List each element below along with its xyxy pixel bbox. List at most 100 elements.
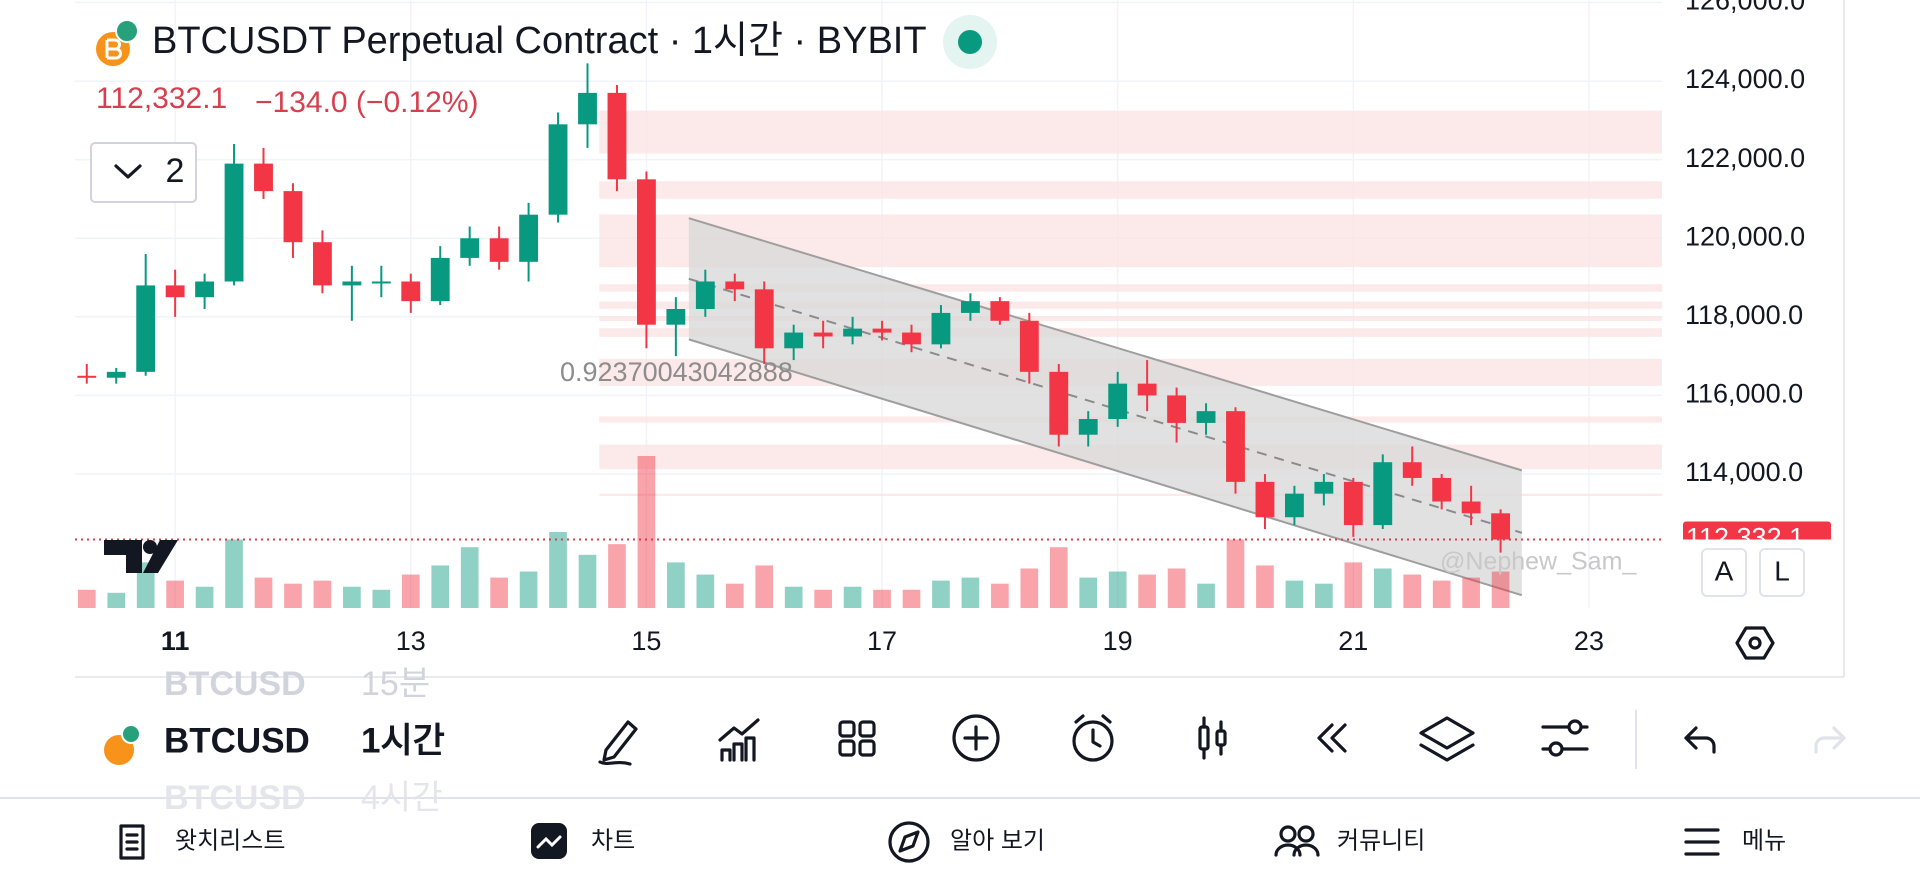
volume-bar	[195, 586, 214, 608]
nav-item[interactable]: 왓치리스트	[175, 827, 285, 854]
volume-bar	[284, 583, 302, 608]
interval-current[interactable]: 1시간	[361, 721, 445, 760]
volume-bar	[1344, 562, 1363, 608]
layout-tool[interactable]	[838, 720, 876, 757]
indicator-toggle[interactable]	[90, 142, 197, 203]
nav-item[interactable]: 알아 보기	[950, 827, 1045, 854]
liquidity-zone	[599, 110, 1662, 154]
candle-body	[106, 371, 126, 378]
candle-body	[1402, 462, 1422, 478]
liquidity-zone	[599, 328, 1662, 337]
candle-body	[342, 281, 362, 286]
channel-line	[688, 338, 1523, 597]
redo-button[interactable]	[1814, 726, 1846, 754]
volume-bar	[578, 554, 597, 608]
candle-body	[1078, 419, 1098, 435]
candle-body	[1314, 481, 1334, 494]
volume-bar	[431, 565, 450, 608]
volume-bar	[1432, 580, 1451, 608]
volume-bar	[107, 592, 126, 608]
replay-tool[interactable]	[1317, 723, 1347, 753]
draw-tool[interactable]	[598, 720, 638, 766]
symbol-prev[interactable]: BTCUSD	[164, 665, 306, 703]
log-scale-button[interactable]	[1759, 548, 1805, 597]
nav-item[interactable]: 메뉴	[1742, 827, 1786, 854]
candle-body	[1284, 493, 1304, 518]
auto-scale-button[interactable]	[1701, 548, 1747, 597]
candle-body	[136, 285, 156, 372]
settings-button[interactable]	[1735, 626, 1775, 660]
candle-body	[960, 301, 980, 313]
volume-bar	[725, 583, 744, 608]
y-tick-label: 124,000.0	[1685, 64, 1805, 94]
y-tick-label: 122,000.0	[1685, 143, 1805, 173]
price-tag-label: 112,332.1	[1686, 523, 1804, 553]
liquidity-zone	[599, 181, 1662, 199]
nav-item[interactable]: 차트	[591, 827, 635, 854]
settings-tool[interactable]	[1541, 719, 1589, 757]
interval-prev[interactable]: 15분	[361, 665, 430, 703]
x-tick-label: 15	[631, 626, 661, 656]
tether-badge	[115, 19, 139, 43]
candle-body	[548, 124, 568, 215]
add-tool[interactable]	[952, 714, 1000, 762]
undo-button[interactable]	[1684, 726, 1716, 754]
candle-body	[725, 281, 745, 290]
volume-bar	[1079, 577, 1098, 608]
volume-bar	[696, 574, 715, 608]
candle-body	[1461, 501, 1481, 514]
candle-body	[1491, 513, 1511, 540]
nav-item[interactable]: 커뮤니티	[1337, 827, 1425, 854]
volume-bar	[254, 577, 273, 608]
auto-scale-label: A	[1715, 555, 1734, 586]
x-tick-label: 17	[867, 626, 897, 656]
liquidity-zone	[599, 493, 1662, 497]
indicator-count: 2	[166, 152, 185, 190]
x-tick-label: 13	[396, 626, 426, 656]
candle-body	[754, 289, 774, 349]
volume-bar	[902, 589, 921, 608]
indicators-tool[interactable]	[718, 718, 760, 762]
liquidity-zone	[599, 316, 1662, 321]
y-tick-label: 120,000.0	[1685, 221, 1805, 251]
volume-bar	[932, 580, 950, 608]
candle-body	[283, 191, 303, 243]
candle-body	[430, 257, 450, 302]
x-tick-label: 23	[1574, 626, 1604, 656]
volume-bar	[1226, 539, 1245, 608]
volume-bar	[1138, 574, 1156, 608]
alert-tool[interactable]	[1072, 714, 1114, 762]
volume-bar	[1403, 574, 1422, 608]
volume-bar	[136, 562, 155, 608]
community-icon	[1274, 825, 1320, 857]
volume-bar	[549, 532, 567, 608]
y-tick-label: 126,000.0	[1685, 0, 1805, 16]
candle-body	[460, 238, 480, 258]
candle-body	[1137, 383, 1157, 396]
symbol-current[interactable]: BTCUSD	[164, 721, 310, 760]
watchlist-icon	[119, 824, 145, 860]
volume-bar	[1020, 568, 1039, 608]
watermark: @Nephew_Sam_	[1440, 548, 1637, 576]
candle-body	[1019, 320, 1039, 372]
volume-bar	[490, 577, 508, 608]
chart-type-tool[interactable]	[1198, 716, 1227, 760]
volume-bar	[1049, 547, 1068, 608]
candle-body	[489, 238, 509, 262]
candle-body	[1255, 481, 1275, 518]
candle-body	[931, 312, 951, 345]
price-tag-bg	[1683, 521, 1831, 540]
liquidity-zone	[599, 284, 1662, 292]
candle-body	[1108, 383, 1128, 420]
layers-tool[interactable]	[1419, 716, 1475, 762]
candle-body	[872, 328, 892, 333]
liquidity-zone	[599, 301, 1662, 309]
price-tag: 112,332.1	[1683, 521, 1831, 553]
candle-body	[1226, 411, 1245, 482]
candle-body	[195, 281, 215, 298]
x-tick-label: 11	[161, 626, 190, 656]
volume-bar	[1197, 583, 1215, 608]
volume-bar	[313, 580, 332, 608]
candle-body	[371, 281, 391, 284]
